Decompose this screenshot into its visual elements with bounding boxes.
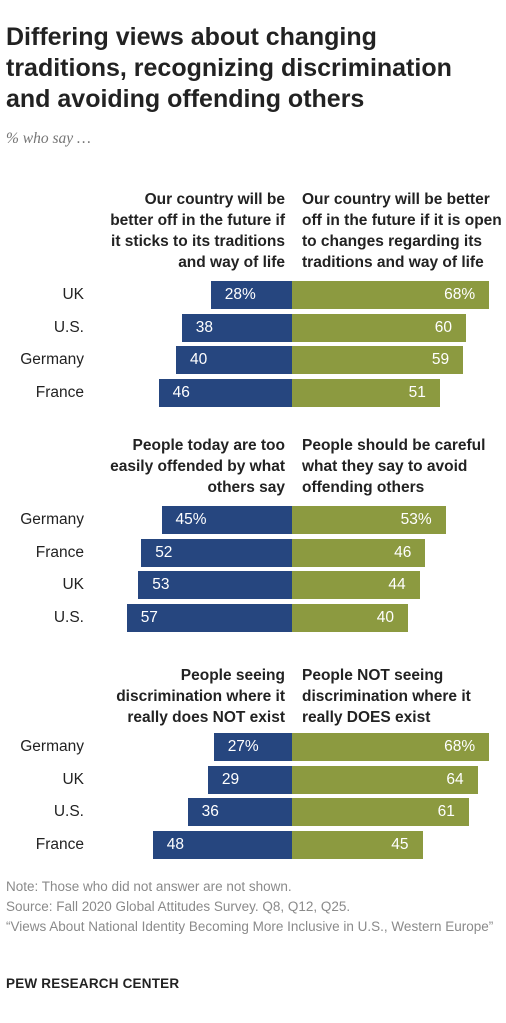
left-value-label: 27% xyxy=(227,738,259,755)
left-value-label: 29 xyxy=(221,770,240,788)
left-value-label: 28% xyxy=(224,286,256,303)
table-row: U.S. 36 61 xyxy=(0,798,506,826)
left-bar xyxy=(138,571,292,599)
right-bar xyxy=(292,603,408,632)
right-bar xyxy=(292,830,423,859)
country-label: Germany xyxy=(20,351,84,368)
table-row: Germany 27% 68% xyxy=(0,733,506,761)
country-label: France xyxy=(35,543,84,561)
right-value-label: 64 xyxy=(446,770,464,788)
left-value-label: 46 xyxy=(172,383,190,401)
country-label: U.S. xyxy=(53,608,84,626)
chart-title: Differing views about changing tradition… xyxy=(6,23,452,113)
country-label: U.S. xyxy=(53,803,84,820)
left-value-label: 48 xyxy=(166,835,185,853)
left-value-label: 52 xyxy=(155,543,173,561)
left-bar xyxy=(187,798,292,826)
left-column-label: People seeing discrimination where it re… xyxy=(116,667,285,726)
chart-subtitle: % who say … xyxy=(6,130,91,147)
right-column-label: Our country will be better off in the fu… xyxy=(302,191,502,271)
right-value-label: 53% xyxy=(400,511,432,528)
table-row: France 46 51 xyxy=(0,378,506,407)
right-value-label: 59 xyxy=(431,351,450,368)
country-label: France xyxy=(35,383,84,401)
right-bar xyxy=(292,538,426,567)
left-bar xyxy=(181,313,292,342)
left-bar xyxy=(152,830,292,859)
right-bar xyxy=(292,346,464,374)
country-label: Germany xyxy=(20,738,84,755)
source-line: Source: Fall 2020 Global Attitudes Surve… xyxy=(6,899,351,914)
left-bar xyxy=(210,281,292,309)
table-row: France 48 45 xyxy=(0,830,506,859)
left-bar xyxy=(126,603,292,632)
right-bar xyxy=(292,281,490,309)
table-row: U.S. 38 60 xyxy=(0,313,506,342)
left-bar xyxy=(176,346,292,374)
country-label: France xyxy=(35,835,84,853)
right-value-label: 61 xyxy=(437,803,455,820)
country-label: UK xyxy=(62,770,84,788)
right-value-label: 51 xyxy=(408,383,426,401)
right-value-label: 68% xyxy=(444,738,476,755)
country-label: UK xyxy=(62,286,84,303)
left-value-label: 40 xyxy=(190,351,208,368)
left-value-label: 45% xyxy=(175,511,207,528)
brand-label: PEW RESEARCH CENTER xyxy=(6,976,180,991)
right-value-label: 68% xyxy=(444,286,476,303)
country-label: UK xyxy=(62,576,84,593)
left-column-label: People today are too easily offended by … xyxy=(110,437,285,496)
right-value-label: 45 xyxy=(391,835,409,853)
right-bar xyxy=(292,733,490,761)
table-row: U.S. 57 40 xyxy=(0,603,506,632)
right-value-label: 40 xyxy=(376,608,394,626)
report-title-line: “Views About National Identity Becoming … xyxy=(6,919,494,934)
table-row: UK 29 64 xyxy=(0,765,506,794)
left-value-label: 38 xyxy=(195,318,214,336)
right-value-label: 60 xyxy=(434,318,452,336)
right-column-label: People should be careful what they say t… xyxy=(302,437,486,496)
country-label: Germany xyxy=(20,511,84,528)
table-row: UK 28% 68% xyxy=(0,281,506,309)
table-row: Germany 45% 53% xyxy=(0,506,506,534)
left-bar xyxy=(141,538,292,567)
right-bar xyxy=(292,313,466,342)
right-column-label: People NOT seeing discrimination where i… xyxy=(302,667,471,726)
left-bar xyxy=(213,733,292,761)
table-row: France 52 46 xyxy=(0,538,506,567)
left-bar xyxy=(161,506,292,534)
left-value-label: 36 xyxy=(201,803,219,820)
right-value-label: 44 xyxy=(388,576,406,593)
left-value-label: 57 xyxy=(140,608,158,626)
right-bar xyxy=(292,798,469,826)
left-bar xyxy=(207,765,292,794)
table-row: Germany 40 59 xyxy=(0,346,506,374)
left-bar xyxy=(158,378,292,407)
right-bar xyxy=(292,378,440,407)
right-bar xyxy=(292,506,446,534)
right-value-label: 46 xyxy=(394,543,412,561)
chart-notes: Note: Those who did not answer are not s… xyxy=(6,877,500,937)
note-line: Note: Those who did not answer are not s… xyxy=(6,879,292,894)
table-row: UK 53 44 xyxy=(0,571,506,599)
right-bar xyxy=(292,571,420,599)
left-value-label: 53 xyxy=(152,576,170,593)
left-column-label: Our country will be better off in the fu… xyxy=(110,191,285,271)
country-label: U.S. xyxy=(53,318,84,336)
right-bar xyxy=(292,765,478,794)
